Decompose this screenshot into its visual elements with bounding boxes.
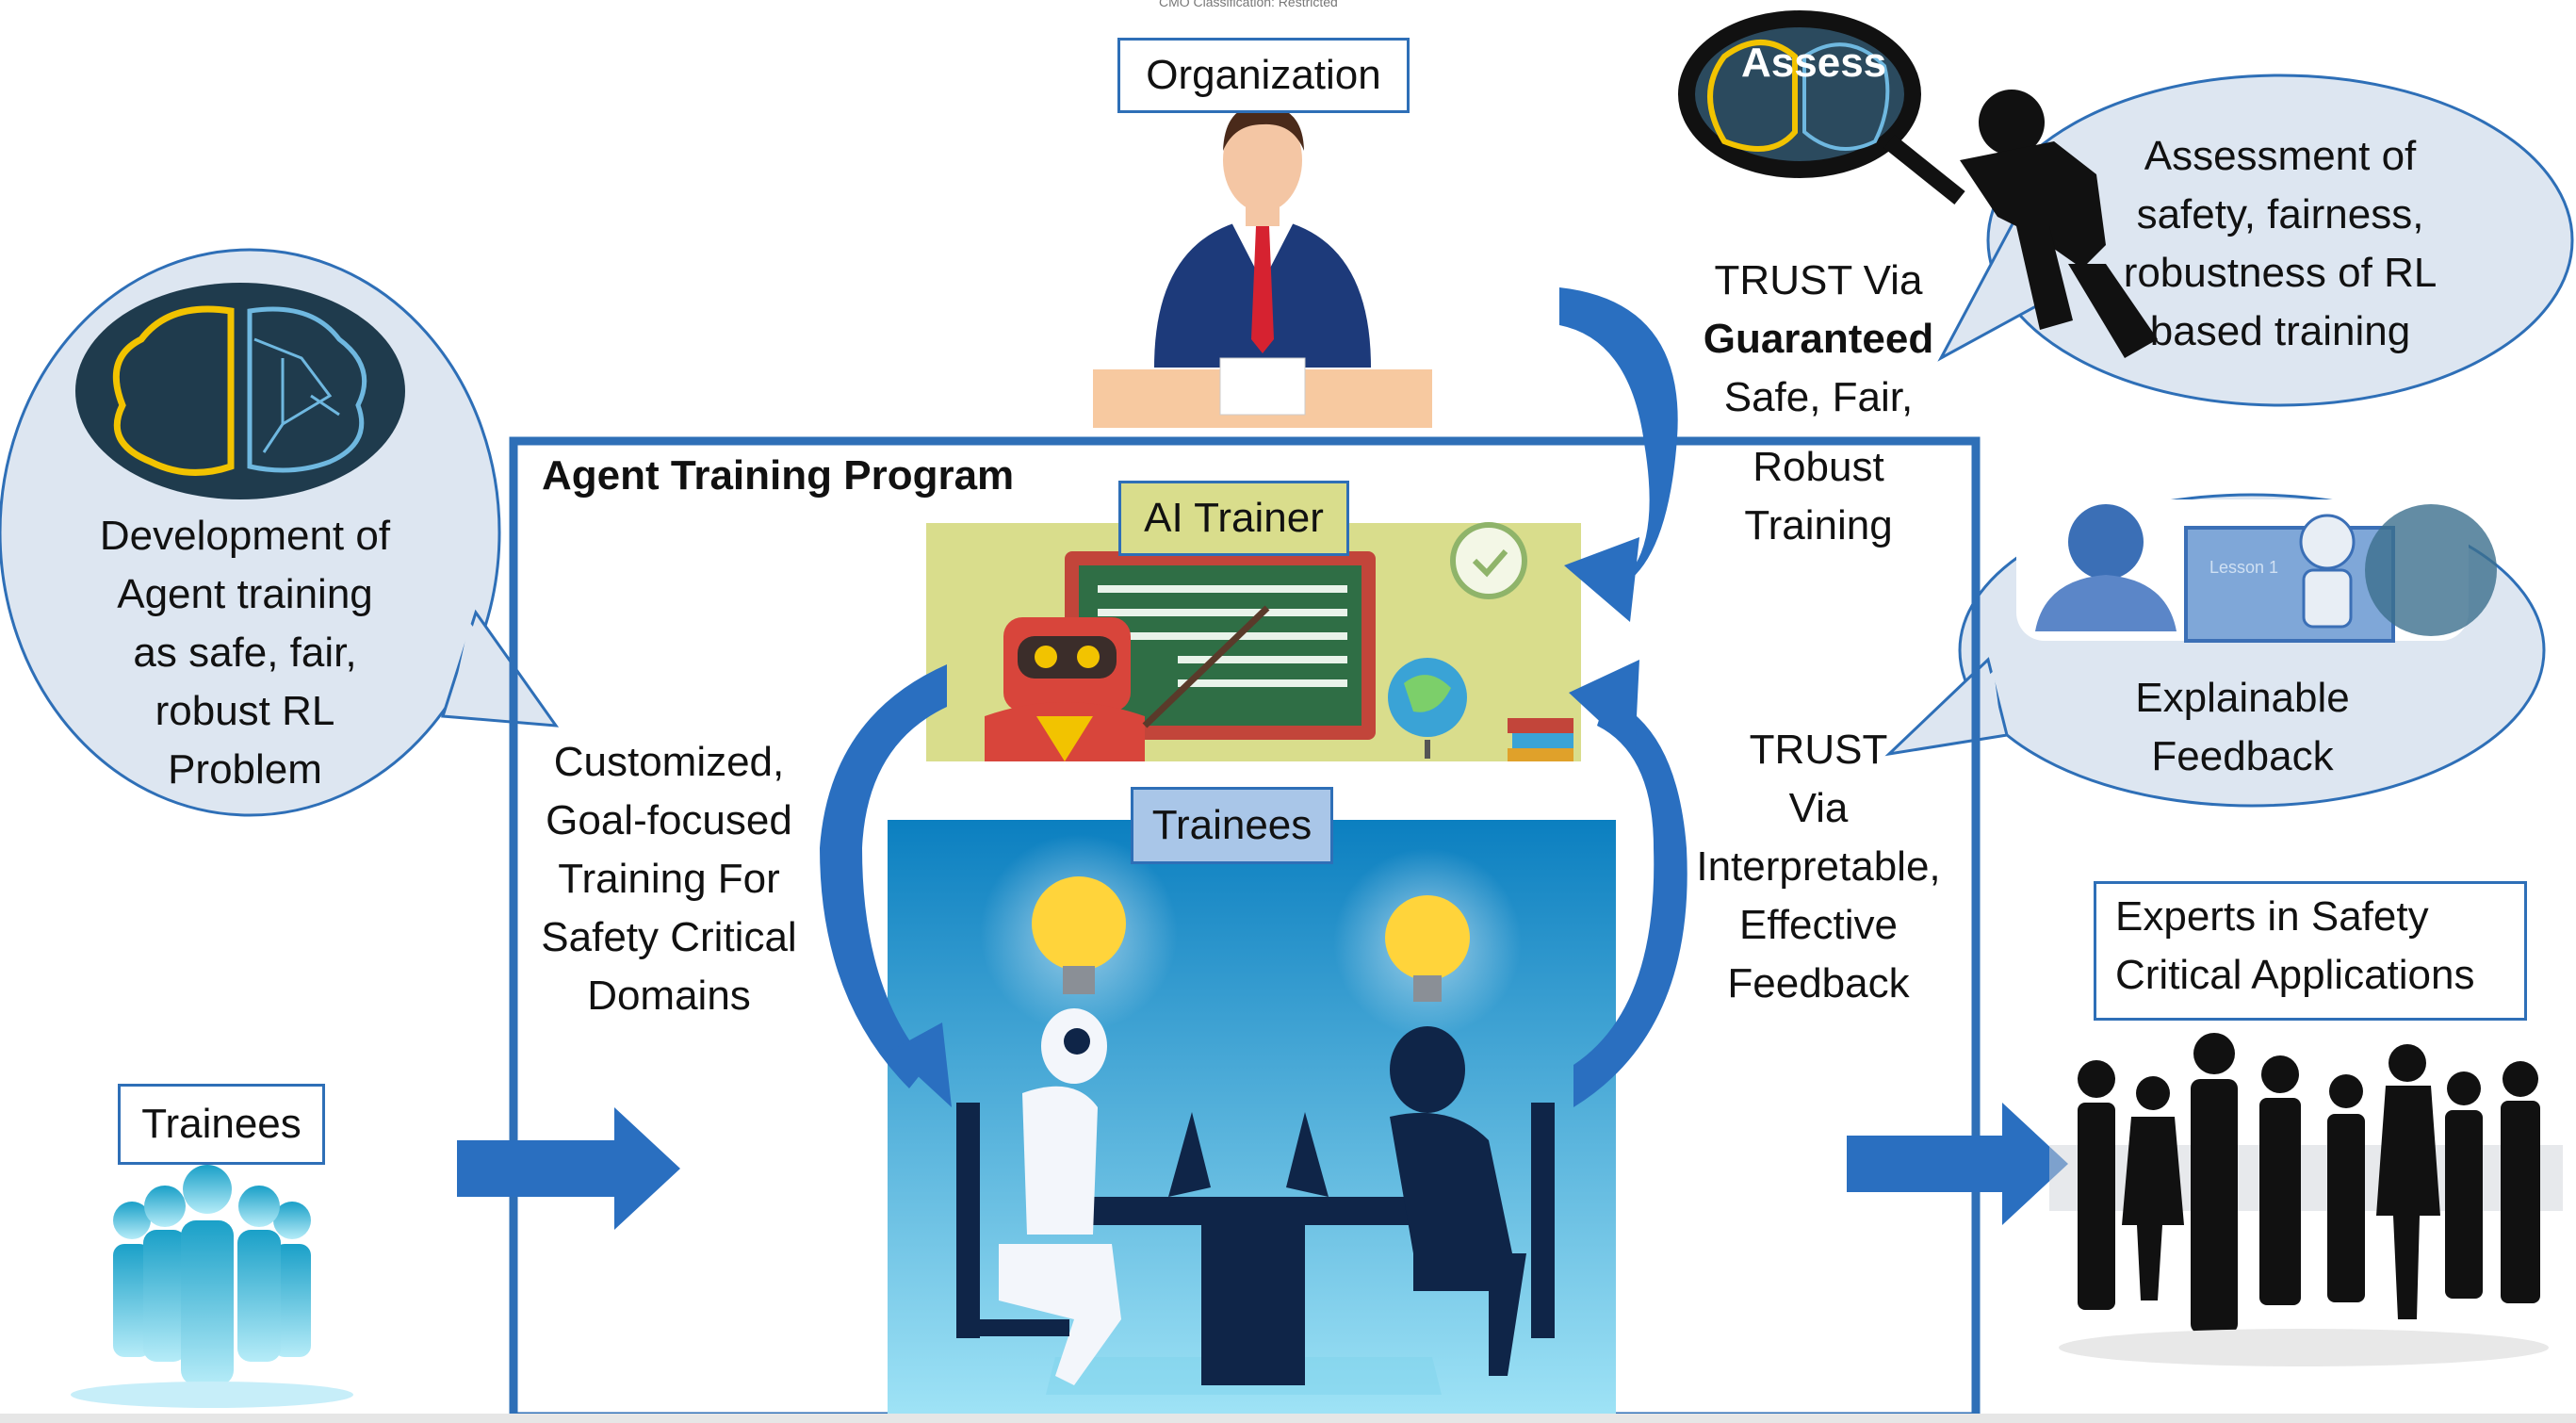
magnifier-icon	[1678, 10, 1965, 205]
ai-trainer-scene	[926, 522, 1581, 761]
explainable-feedback-icon	[2016, 499, 2497, 643]
straight-arrows	[457, 1103, 2068, 1230]
curved-arrows	[820, 287, 1687, 1107]
explainable-feedback-text: Explainable Feedback	[2135, 675, 2350, 779]
organization-label: Organization	[1117, 38, 1410, 113]
assessment-bubble-text: Assessment of safety, fairness, robustne…	[2123, 133, 2437, 354]
assessor-figure-icon	[1960, 90, 2158, 358]
trainees-inner-label: Trainees	[1131, 787, 1333, 864]
classification-note: CMO Classification: Restricted	[1159, 0, 1338, 9]
lesson-label: Lesson 1	[2209, 558, 2279, 577]
assess-label: Assess	[1741, 40, 1887, 86]
experts-label: Experts in Safety Critical Applications	[2094, 881, 2527, 1021]
trust-interpretable-text: TRUST Via Interpretable, Effective Feedb…	[1696, 727, 1941, 1006]
trainees-left-label: Trainees	[118, 1084, 325, 1165]
experts-silhouettes-icon	[2049, 1033, 2563, 1333]
trainees-group-icon	[113, 1165, 311, 1385]
trust-guaranteed-text: TRUST Via Guaranteed Safe, Fair, Robust …	[1703, 257, 1934, 548]
customized-training-text: Customized, Goal-focused Training For Sa…	[541, 739, 797, 1019]
organization-person-icon	[1093, 105, 1432, 428]
ai-trainer-label: AI Trainer	[1118, 481, 1349, 556]
trainees-scene	[888, 820, 1616, 1416]
brain-icon-left	[75, 283, 405, 499]
program-title: Agent Training Program	[542, 452, 1015, 499]
development-bubble-text: Development of Agent training as safe, f…	[99, 513, 391, 793]
